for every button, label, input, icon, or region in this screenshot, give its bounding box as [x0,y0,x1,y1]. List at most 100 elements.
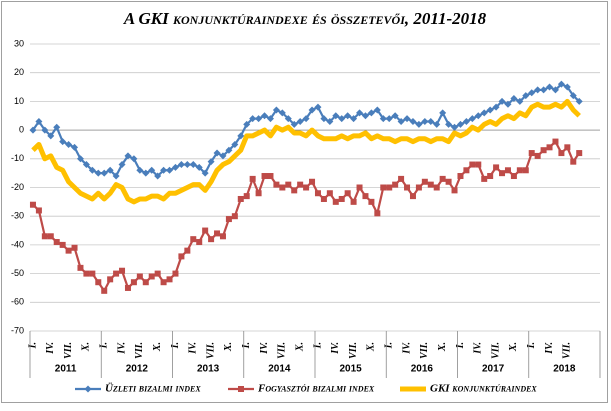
point-marker [421,117,429,125]
chart-title: A GKI konjunktúraindexe és összetevői, 2… [123,9,487,28]
point-marker [546,144,553,151]
x-tick-label: X. [508,342,519,352]
point-marker [142,279,149,286]
point-marker [41,126,49,134]
point-marker [338,195,345,202]
point-marker [29,126,37,134]
point-marker [332,112,340,120]
point-marker [368,198,375,205]
point-marker [350,198,357,205]
point-marker [47,233,54,240]
point-marker [184,247,191,254]
point-marker [148,166,156,174]
point-marker [451,123,459,131]
point-marker [427,117,435,125]
point-marker [196,239,203,246]
point-marker [475,161,482,168]
x-tick-label: IV. [473,342,484,355]
point-marker [397,117,405,125]
point-marker [386,184,393,191]
point-marker [404,184,411,191]
point-marker [338,115,346,123]
point-marker [439,175,446,182]
point-marker [320,195,327,202]
point-marker [100,169,108,177]
point-marker [82,161,90,169]
point-marker [457,173,464,180]
point-marker [468,115,476,123]
x-tick-label: I. [99,342,110,349]
point-marker [172,270,179,277]
point-marker [166,166,174,174]
legend-label: Üzleti bizalmi index [105,382,201,395]
point-marker [540,86,548,94]
point-marker [534,152,541,159]
point-marker [243,193,250,200]
point-marker [261,112,269,120]
point-marker [65,140,73,148]
x-tick-label: I. [241,342,252,349]
point-marker [362,193,369,200]
point-marker [451,187,458,194]
point-marker [284,115,292,123]
x-tick-label: VII. [63,342,74,359]
x-tick-label: I. [526,342,537,349]
y-tick-label: -60 [11,297,24,307]
y-tick-label: -70 [11,325,24,335]
point-marker [415,120,423,128]
point-marker [225,216,232,223]
point-marker [107,276,114,283]
point-marker [570,158,577,165]
point-marker [118,161,126,169]
point-marker [427,181,434,188]
point-marker [551,86,559,94]
x-tick-label: IV. [330,342,341,355]
point-marker [214,230,221,237]
point-marker [148,273,155,280]
x-tick-label: X. [437,342,448,352]
point-marker [498,97,506,105]
y-tick-label: -30 [11,211,24,221]
year-label: 2012 [126,364,149,375]
point-marker [474,112,482,120]
point-marker [35,117,43,125]
point-marker [231,213,238,220]
point-marker [499,170,506,177]
point-marker [249,175,256,182]
point-marker [433,120,441,128]
point-marker [225,146,233,154]
point-marker [486,106,494,114]
point-marker [177,161,185,169]
x-tick-label: VII. [562,342,573,359]
point-marker [522,167,529,174]
point-marker [409,117,417,125]
point-marker [47,132,55,140]
x-tick-label: VII. [490,342,501,359]
point-marker [308,106,316,114]
point-marker [409,193,416,200]
point-marker [576,150,583,157]
point-marker [166,276,173,283]
point-marker [481,175,488,182]
x-tick-label: X. [223,342,234,352]
point-marker [273,181,280,188]
point-marker [326,117,334,125]
x-tick-label: VII. [419,342,430,359]
year-label: 2018 [553,364,576,375]
x-tick-label: I. [455,342,466,349]
point-marker [154,270,161,277]
point-marker [462,117,470,125]
point-marker [361,112,369,120]
year-label: 2015 [340,364,363,375]
point-marker [374,210,381,217]
point-marker [213,149,221,157]
point-marker [433,184,440,191]
y-tick-label: -10 [11,153,24,163]
point-marker [522,92,530,100]
point-marker [296,117,304,125]
point-marker [142,169,150,177]
point-marker [326,190,333,197]
point-marker [379,115,387,123]
point-marker [504,100,512,108]
point-marker [231,140,239,148]
